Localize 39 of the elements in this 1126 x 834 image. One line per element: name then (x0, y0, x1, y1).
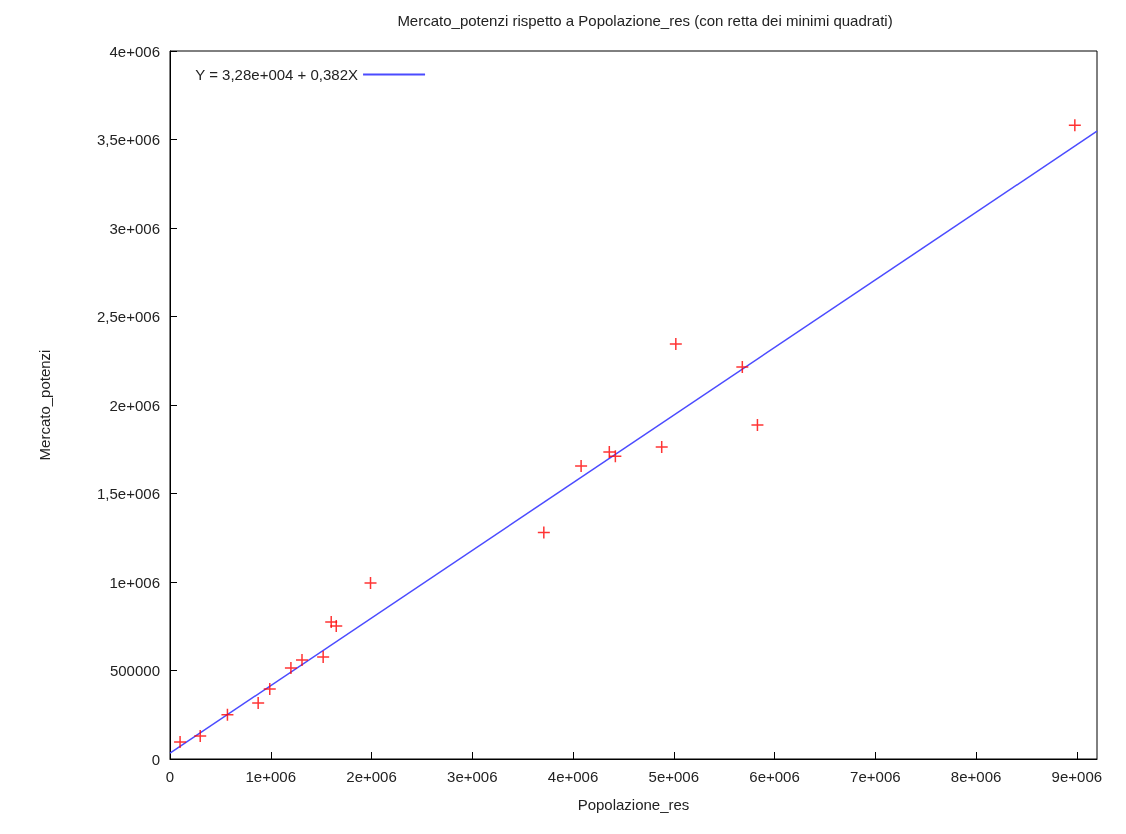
point (735, 360, 750, 374)
point (537, 525, 551, 540)
point (251, 696, 265, 710)
y-tick-label: 2,5e+006 (97, 308, 160, 325)
x-tick-label: 2e+006 (346, 768, 397, 785)
point (316, 650, 330, 664)
point (669, 337, 683, 351)
x-axis-title: Popolazione_res (577, 796, 690, 813)
point (1068, 118, 1082, 133)
point (295, 653, 309, 667)
y-tick-label: 3,5e+006 (97, 131, 160, 148)
point (263, 682, 277, 696)
x-tick-label: 0 (165, 768, 175, 785)
point (574, 459, 588, 473)
y-tick-label: 1e+006 (109, 573, 160, 591)
x-tick-label: 7e+006 (850, 768, 901, 785)
y-tick-label: 1,5e+006 (97, 485, 160, 502)
y-tick-label: 3e+006 (109, 219, 160, 237)
point (363, 576, 378, 590)
point (284, 661, 298, 675)
point (173, 735, 187, 749)
x-tick-label: 5e+006 (648, 768, 700, 785)
chart-title: Mercato_potenzi rispetto a Popolazione_res (con retta dei minimi quadrati) (397, 12, 893, 29)
x-tick-label: 9e+006 (1051, 768, 1103, 785)
y-tick-label: 500000 (109, 662, 160, 679)
x-tick-label: 8e+006 (950, 768, 1002, 785)
point (193, 729, 207, 743)
y-axis-title: Mercato_potenzi (36, 349, 53, 461)
x-tick-label: 1e+006 (245, 768, 296, 785)
point (654, 440, 669, 454)
y-tick-label: 0 (151, 750, 160, 768)
y-tick-label: 2e+006 (109, 396, 160, 414)
point (750, 418, 765, 432)
x-tick-label: 6e+006 (749, 768, 800, 785)
point (220, 708, 235, 722)
x-tick-label: 4e+006 (547, 768, 599, 785)
x-tick-label: 3e+006 (447, 768, 498, 785)
legend-label: Y = 3,28e+004 + 0,382X (195, 66, 359, 83)
y-tick-label: 4e+006 (109, 42, 160, 60)
